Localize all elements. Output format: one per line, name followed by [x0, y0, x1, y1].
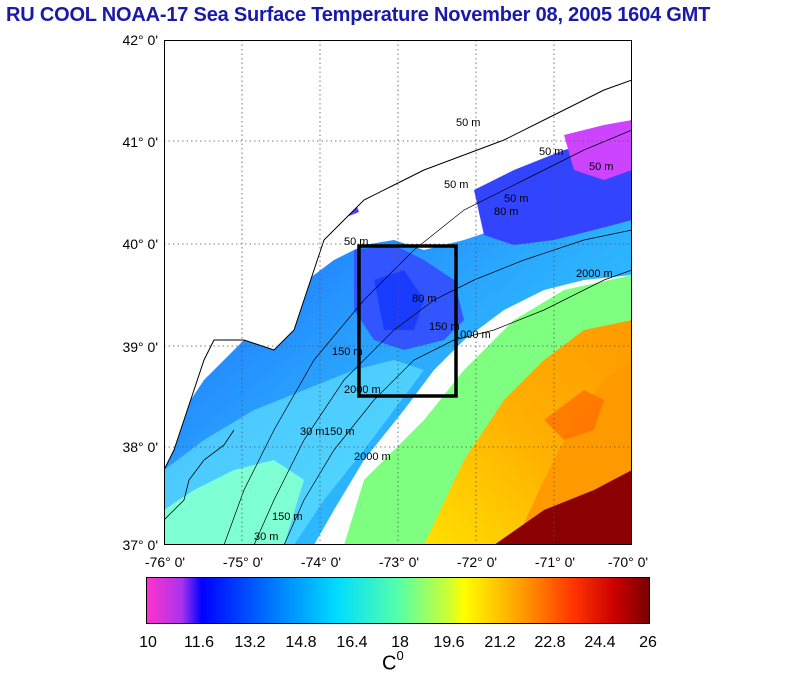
lat-label: 40° 0'	[122, 236, 158, 252]
lat-label: 39° 0'	[122, 339, 158, 355]
contour-label: 50 m	[539, 146, 563, 158]
contour-label: 150 m	[429, 321, 460, 333]
unit-base: C	[382, 652, 397, 675]
lon-label: -70° 0'	[607, 554, 649, 570]
lon-label: -76° 0'	[144, 554, 186, 570]
contour-label: 2000 m	[576, 268, 613, 280]
contour-label: 80 m	[494, 206, 518, 218]
contour-label: 30 m	[254, 531, 278, 543]
lat-label: 38° 0'	[122, 439, 158, 455]
study-area-box	[357, 244, 458, 398]
lat-label: 37° 0'	[122, 537, 158, 553]
lon-label: -71° 0'	[534, 554, 576, 570]
contour-label: 1000 m	[454, 329, 491, 341]
contour-label: 150 m	[332, 346, 363, 358]
scale-tick: 11.6	[184, 634, 214, 651]
contour-label: 50 m	[456, 117, 480, 129]
scale-tick: 10	[139, 634, 157, 651]
scale-tick: 18	[391, 634, 409, 651]
lat-label: 42° 0'	[122, 32, 158, 48]
scale-tick: 19.6	[433, 634, 465, 651]
lon-label: -75° 0'	[222, 554, 264, 570]
scale-tick: 16.4	[336, 634, 368, 651]
scale-tick: 24.4	[584, 634, 616, 651]
color-scale-bar	[146, 577, 650, 624]
contour-label: 150 m	[272, 511, 303, 523]
map-title: RU COOL NOAA-17 Sea Surface Temperature …	[6, 4, 711, 26]
contour-label: 2000 m	[354, 451, 391, 463]
contour-label: 50 m	[504, 193, 528, 205]
contour-label: 50 m	[444, 179, 468, 191]
lon-label: -74° 0'	[300, 554, 342, 570]
scale-tick: 13.2	[234, 634, 266, 651]
contour-label: 50 m	[589, 161, 613, 173]
scale-tick: 26	[639, 634, 657, 651]
lat-label: 41° 0'	[122, 134, 158, 150]
lon-label: -72° 0'	[456, 554, 498, 570]
contour-label: 150 m	[324, 426, 355, 438]
scale-tick: 21.2	[484, 634, 516, 651]
lon-label: -73° 0'	[378, 554, 420, 570]
scale-tick: 22.8	[534, 634, 566, 651]
scale-unit-label: C0	[382, 648, 404, 676]
unit-superscript: 0	[396, 648, 404, 663]
contour-label: 80 m	[412, 293, 436, 305]
sst-map-canvas: 50 m 50 m 50 m 50 m 50 m 50 m 80 m 150 m…	[164, 40, 632, 545]
scale-tick: 14.8	[285, 634, 317, 651]
contour-label: 30 m	[300, 426, 324, 438]
contour-label: 2000 m	[344, 384, 381, 396]
sst-map: 50 m 50 m 50 m 50 m 50 m 50 m 80 m 150 m…	[164, 40, 632, 545]
